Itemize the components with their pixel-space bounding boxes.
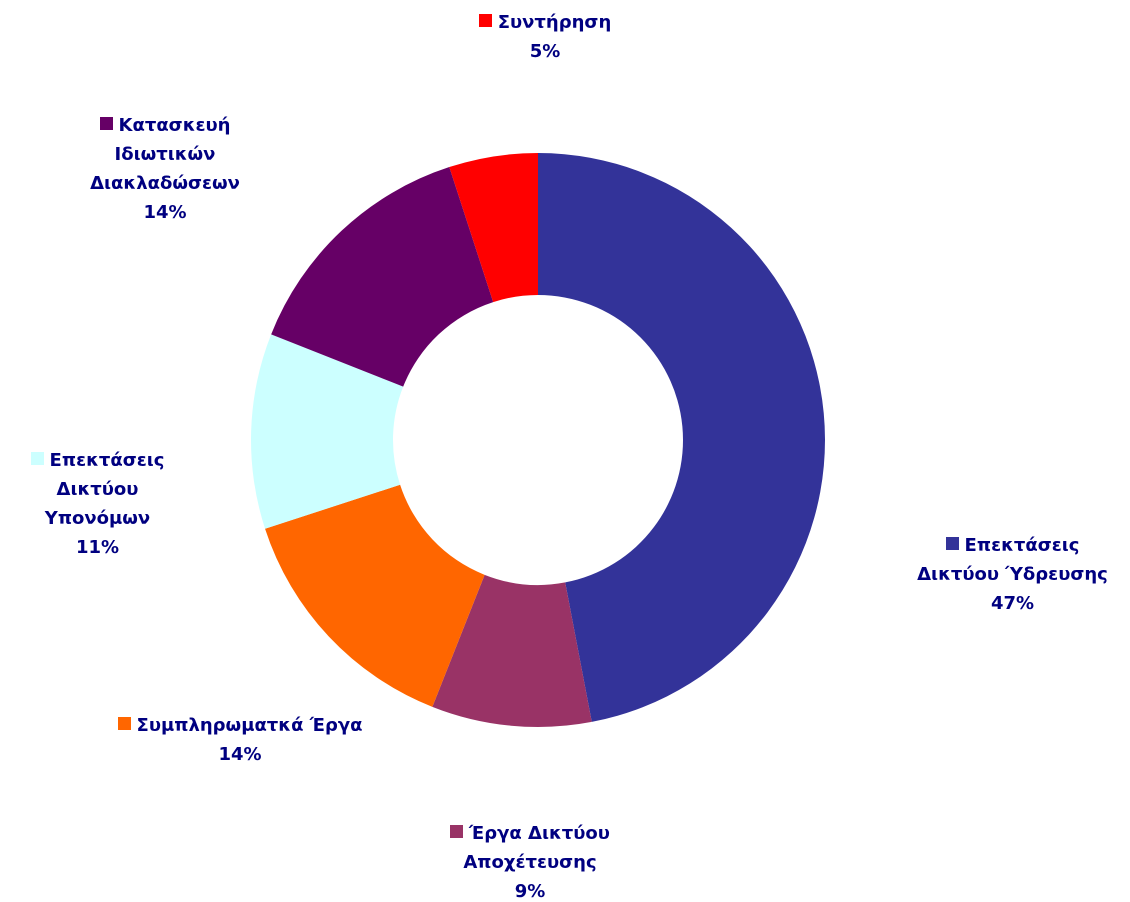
category-label: Συντήρηση [497,12,612,33]
donut-slice [271,167,494,387]
percent-label: 5% [529,41,561,62]
category-label: Κατασκευή Ιδιωτικών Διακλαδώσεων [90,115,240,194]
legend-swatch [99,117,113,130]
data-label: Κατασκευή Ιδιωτικών Διακλαδώσεων 14% [60,111,270,227]
data-label: Έργα Δικτύου Αποχέτευσης 9% [420,819,640,902]
percent-label: 11% [75,537,120,558]
donut-slice [432,574,592,727]
percent-label: 14% [218,744,262,765]
category-label: Έργα Δικτύου Αποχέτευσης [463,823,610,873]
donut-slice [250,334,404,529]
legend-swatch [450,825,464,838]
data-label: Συντήρηση 5% [440,8,650,66]
percent-label: 14% [143,202,187,223]
category-label: Επεκτάσεις Δικτύου Υπονόμων [44,450,165,529]
category-label: Συμπληρωματκά Έργα [136,715,363,736]
legend-swatch [117,717,131,730]
data-label: Συμπληρωματκά Έργα 14% [115,711,365,769]
donut-slice [265,484,485,707]
legend-swatch [30,452,44,465]
legend-swatch [945,537,959,550]
legend-swatch [478,14,492,27]
donut-slice [449,153,538,303]
percent-label: 47% [990,593,1035,614]
percent-label: 9% [514,881,546,902]
category-label: Επεκτάσεις Δικτύου Ύδρευσης [917,535,1108,585]
data-label: Επεκτάσεις Δικτύου Ύδρευσης 47% [905,531,1120,618]
data-label: Επεκτάσεις Δικτύου Υπονόμων 11% [10,446,185,562]
donut-slice [538,153,825,722]
